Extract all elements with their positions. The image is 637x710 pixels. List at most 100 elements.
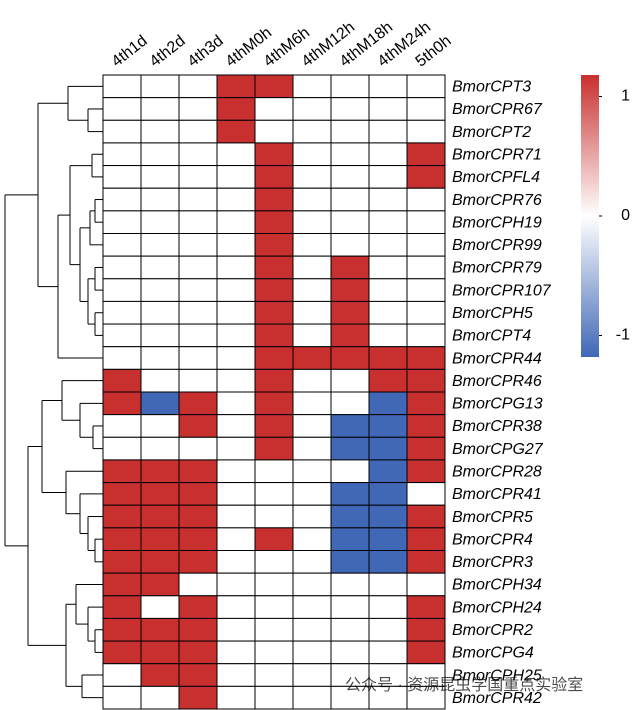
heatmap-cell [102,74,142,99]
row-label: BmorCPH34 [452,577,542,594]
heatmap-cell [330,255,370,280]
heatmap-cell [140,323,180,348]
heatmap-cell [292,685,332,710]
row-label: BmorCPR71 [452,146,542,163]
row-label: BmorCPR2 [452,622,533,639]
heatmap-cell [178,368,218,393]
heatmap-cell [254,550,294,574]
heatmap-cell [140,278,180,302]
heatmap-cell [178,459,218,484]
heatmap-cell [406,323,446,348]
heatmap-cell [140,300,180,325]
heatmap-cell [140,368,180,393]
heatmap-cell [406,142,446,167]
heatmap-cell [368,97,408,121]
heatmap-cell [140,119,180,144]
heatmap-cell [254,617,294,642]
heatmap-cell [216,368,256,393]
heatmap-cell [368,346,408,370]
heatmap-cell [178,414,218,438]
heatmap-cell [406,572,446,597]
heatmap-cell [178,165,218,189]
heatmap-cell [102,391,142,416]
watermark: 公众号 · 资源昆虫学国重点实验室 [345,676,583,694]
row-label: BmorCPH5 [452,305,533,322]
row-label: BmorCPR4 [452,531,533,548]
heatmap-cell [140,74,180,99]
heatmap-cell [406,233,446,257]
heatmap-cell [102,210,142,235]
heatmap-cell [292,368,332,393]
heatmap-cell [368,595,408,619]
heatmap-cell [292,663,332,687]
heatmap-cell [330,572,370,597]
heatmap-cell [216,323,256,348]
heatmap-cell [330,527,370,551]
heatmap-cell [406,459,446,484]
heatmap-cell [406,346,446,370]
row-label: BmorCPR42 [452,690,542,707]
heatmap-cell [216,550,256,574]
heatmap-cell [140,233,180,257]
heatmap-cell [178,663,218,687]
heatmap-cell [406,640,446,665]
heatmap-cell [140,210,180,235]
heatmap-cell [292,459,332,484]
heatmap-cell [102,300,142,325]
row-label: BmorCPR79 [452,260,542,277]
heatmap-cell [406,527,446,551]
heatmap-cell [330,187,370,212]
heatmap-cell [178,97,218,121]
heatmap-cell [254,97,294,121]
heatmap-cell [140,640,180,665]
heatmap-cell [216,210,256,235]
heatmap-cell [406,97,446,121]
heatmap-cell [292,414,332,438]
heatmap-cell [330,550,370,574]
row-label: BmorCPR38 [452,418,542,435]
row-label: BmorCPR3 [452,554,533,571]
heatmap-cell [254,255,294,280]
heatmap-cell [368,74,408,99]
heatmap-cell [254,74,294,99]
heatmap-cell [254,278,294,302]
heatmap-cell [330,74,370,99]
heatmap-cell [178,255,218,280]
heatmap-cell [140,482,180,506]
column-label: 4th3d [185,32,227,70]
heatmap-cell [102,595,142,619]
heatmap-cell [140,663,180,687]
heatmap-cell [102,640,142,665]
colorbar [581,75,599,357]
heatmap-cell [216,504,256,529]
heatmap-cell [140,459,180,484]
heatmap-cell [406,391,446,416]
row-label: BmorCPT4 [452,328,531,345]
heatmap-cell [102,346,142,370]
heatmap-cell [292,346,332,370]
heatmap-cell [330,391,370,416]
heatmap-cell [406,368,446,393]
heatmap-cell [216,391,256,416]
heatmap-cell [406,504,446,529]
heatmap-cell [330,210,370,235]
heatmap-cell [102,368,142,393]
row-label: BmorCPR67 [452,101,543,118]
heatmap-cell [254,119,294,144]
heatmap-cell [292,640,332,665]
heatmap-cell [254,391,294,416]
heatmap-cell [102,97,142,121]
heatmap-cell [292,165,332,189]
heatmap-cell [254,459,294,484]
heatmap-cell [368,187,408,212]
heatmap-cell [368,233,408,257]
row-label: BmorCPR41 [452,486,542,503]
heatmap-cell [292,323,332,348]
heatmap-cell [254,663,294,687]
heatmap-cell [102,617,142,642]
heatmap-cell [178,74,218,99]
heatmap-cell [330,278,370,302]
heatmap-cell [102,436,142,461]
heatmap-cell [178,617,218,642]
heatmap-cell [292,617,332,642]
